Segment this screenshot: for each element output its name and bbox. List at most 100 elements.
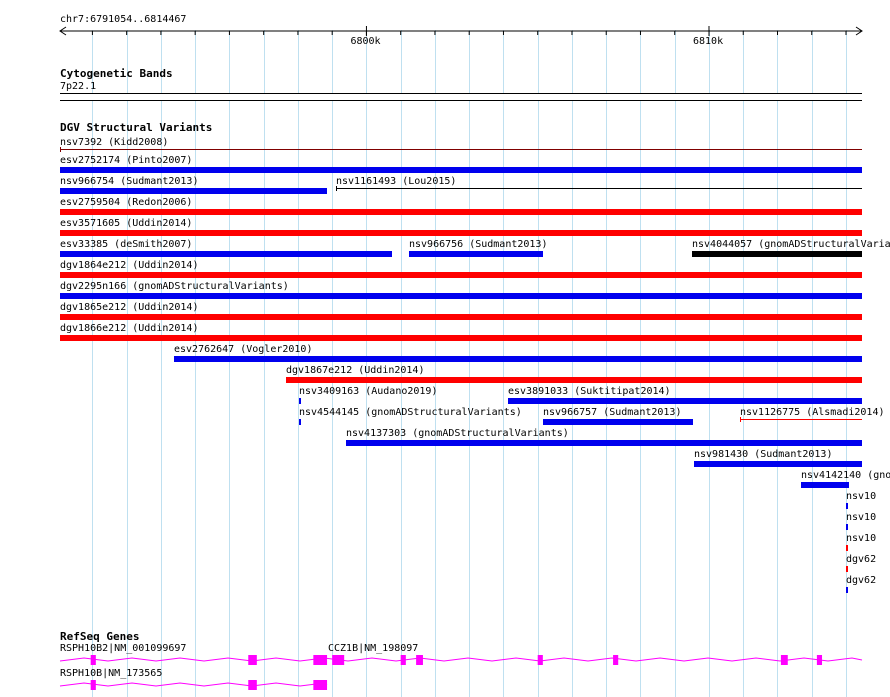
dgv-track-title: DGV Structural Variants <box>60 121 213 134</box>
dgv-feature-bar[interactable] <box>60 335 862 341</box>
grid-line <box>332 30 333 697</box>
cytoband-label: 7p22.1 <box>60 81 97 92</box>
grid-line <box>572 30 573 697</box>
refseq-track-title: RefSeq Genes <box>60 630 140 643</box>
gene-exon <box>90 655 96 665</box>
gene-label[interactable]: RSPH10B|NM_173565 <box>60 668 163 679</box>
dgv-feature-label[interactable]: nsv4142140 (gnomA <box>801 470 890 481</box>
dgv-feature-bar[interactable] <box>60 167 862 173</box>
dgv-feature-bar[interactable] <box>60 251 392 257</box>
gene-exon <box>613 655 619 665</box>
dgv-feature-bar[interactable] <box>740 419 862 420</box>
gene-model[interactable] <box>0 653 890 669</box>
cytoband-ideogram[interactable] <box>60 93 862 101</box>
grid-line <box>298 30 299 697</box>
dgv-feature-label[interactable]: dgv1865e212 (Uddin2014) <box>60 302 199 313</box>
dgv-feature-label[interactable]: dgv2295n166 (gnomADStructuralVariants) <box>60 281 289 292</box>
grid-line <box>538 30 539 697</box>
dgv-feature-label[interactable]: nsv981430 (Sudmant2013) <box>694 449 833 460</box>
dgv-feature-bar[interactable] <box>846 566 848 572</box>
dgv-feature-bar[interactable] <box>286 377 862 383</box>
gene-model[interactable] <box>0 678 890 694</box>
gene-label[interactable]: RSPH10B2|NM_001099697 <box>60 643 187 654</box>
ruler-tick-label: 6810k <box>693 36 723 47</box>
dgv-feature-bar[interactable] <box>543 419 693 425</box>
gene-exon <box>332 655 345 665</box>
dgv-feature-label[interactable]: nsv966756 (Sudmant2013) <box>409 239 548 250</box>
grid-line <box>366 30 367 697</box>
dgv-feature-bar[interactable] <box>846 503 848 509</box>
grid-line <box>709 30 710 697</box>
dgv-feature-bar[interactable] <box>174 356 862 362</box>
gene-exon <box>313 680 328 690</box>
gene-exon <box>416 655 423 665</box>
dgv-feature-label[interactable]: esv2759504 (Redon2006) <box>60 197 193 208</box>
dgv-feature-bar[interactable] <box>60 188 327 194</box>
dgv-feature-label[interactable]: esv2762647 (Vogler2010) <box>174 344 313 355</box>
grid-line <box>846 30 847 697</box>
dgv-feature-label[interactable]: nsv10 <box>846 533 877 544</box>
grid-line <box>640 30 641 697</box>
dgv-feature-label[interactable]: dgv1866e212 (Uddin2014) <box>60 323 199 334</box>
dgv-feature-bar[interactable] <box>846 524 848 530</box>
dgv-feature-label[interactable]: nsv966757 (Sudmant2013) <box>543 407 682 418</box>
dgv-feature-label[interactable]: nsv10 <box>846 491 877 502</box>
gene-exon <box>313 655 328 665</box>
grid-line <box>92 30 93 697</box>
gene-exon <box>816 655 823 665</box>
grid-line <box>675 30 676 697</box>
dgv-feature-bar[interactable] <box>846 587 848 593</box>
coordinate-ruler[interactable]: 6800k 6810k <box>0 24 890 68</box>
dgv-feature-label[interactable]: nsv10 <box>846 512 877 523</box>
dgv-feature-label[interactable]: nsv3409163 (Audano2019) <box>299 386 438 397</box>
dgv-feature-bar[interactable] <box>299 419 301 425</box>
gene-exon <box>400 655 406 665</box>
grid-line <box>161 30 162 697</box>
dgv-feature-label[interactable]: nsv4544145 (gnomADStructuralVariants) <box>299 407 522 418</box>
dgv-feature-bar[interactable] <box>694 461 862 467</box>
dgv-feature-label[interactable]: nsv4044057 (gnomADStructuralVariants) <box>692 239 890 250</box>
gene-exon <box>248 680 257 690</box>
cytoband-track-title: Cytogenetic Bands <box>60 67 173 80</box>
gene-exon <box>248 655 257 665</box>
dgv-feature-label[interactable]: nsv4137303 (gnomADStructuralVariants) <box>346 428 569 439</box>
dgv-feature-label[interactable]: esv3571605 (Uddin2014) <box>60 218 193 229</box>
location-label: chr7:6791054..6814467 <box>60 14 187 25</box>
dgv-feature-label[interactable]: dgv1864e212 (Uddin2014) <box>60 260 199 271</box>
grid-line <box>435 30 436 697</box>
dgv-feature-bar[interactable] <box>60 293 862 299</box>
dgv-feature-label[interactable]: esv33385 (deSmith2007) <box>60 239 193 250</box>
ruler-arrow-right-icon <box>855 26 863 36</box>
dgv-feature-bar[interactable] <box>60 209 862 215</box>
dgv-feature-bar[interactable] <box>801 482 849 488</box>
dgv-feature-label[interactable]: dgv62 <box>846 575 877 586</box>
dgv-feature-bar[interactable] <box>409 251 543 257</box>
dgv-feature-bar[interactable] <box>60 314 862 320</box>
dgv-feature-label[interactable]: esv2752174 (Pinto2007) <box>60 155 193 166</box>
dgv-feature-bar[interactable] <box>60 149 862 150</box>
dgv-feature-bar[interactable] <box>508 398 862 404</box>
grid-line <box>606 30 607 697</box>
grid-line <box>264 30 265 697</box>
dgv-feature-label[interactable]: nsv966754 (Sudmant2013) <box>60 176 199 187</box>
dgv-feature-label[interactable]: dgv1867e212 (Uddin2014) <box>286 365 425 376</box>
gene-exon <box>780 655 788 665</box>
grid-line <box>401 30 402 697</box>
dgv-feature-label[interactable]: esv3891033 (Suktitipat2014) <box>508 386 671 397</box>
grid-line <box>127 30 128 697</box>
dgv-feature-label[interactable]: dgv62 <box>846 554 877 565</box>
dgv-feature-bar[interactable] <box>692 251 862 257</box>
dgv-feature-bar[interactable] <box>60 272 862 278</box>
dgv-feature-bar[interactable] <box>846 545 848 551</box>
dgv-feature-bar[interactable] <box>60 230 862 236</box>
dgv-feature-bar[interactable] <box>346 440 862 446</box>
grid-line <box>743 30 744 697</box>
dgv-feature-label[interactable]: nsv1126775 (Alsmadi2014) <box>740 407 885 418</box>
dgv-feature-bar[interactable] <box>336 188 862 189</box>
dgv-feature-bar[interactable] <box>299 398 301 404</box>
dgv-feature-label[interactable]: nsv7392 (Kidd2008) <box>60 137 169 148</box>
gene-intron-line <box>59 682 328 687</box>
dgv-feature-label[interactable]: nsv1161493 (Lou2015) <box>336 176 457 187</box>
gene-label[interactable]: CCZ1B|NM_198097 <box>328 643 419 654</box>
